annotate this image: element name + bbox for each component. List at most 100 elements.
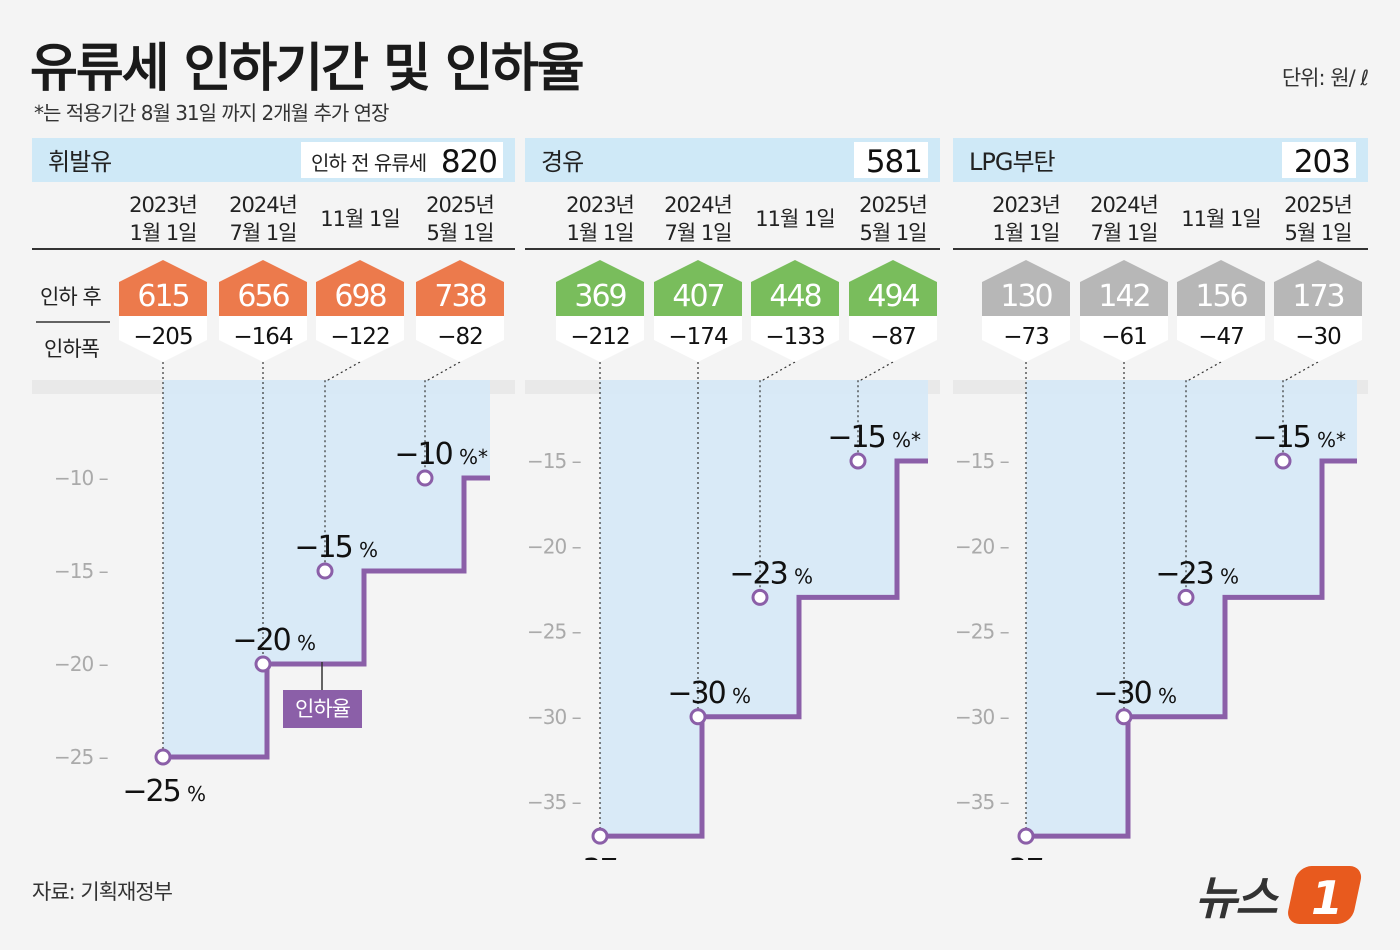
panel-2-period-date-3: 11월 1일 <box>755 207 834 231</box>
panel-2-rate-suffix-2: % <box>732 684 751 708</box>
panel-1-ytick-2: −15 – <box>54 559 109 583</box>
panel-3-rate-point-1 <box>1017 827 1035 845</box>
panel-1-rate-point-3 <box>316 562 334 580</box>
panel-1-period-date-3: 11월 1일 <box>320 207 399 231</box>
panel-1-after-tax-2: 656 <box>237 279 289 314</box>
panel-3-rate-label-3: −23 <box>1155 556 1212 591</box>
panel-2-before-tax-value: 581 <box>866 144 922 180</box>
panel-1-rate-label-2: −20 <box>232 623 290 658</box>
panel-2-rate-suffix-3: % <box>794 564 813 588</box>
panel-1-cut-4: −82 <box>437 324 483 350</box>
panel-1-after-tax-4: 738 <box>434 279 486 314</box>
panel-3-ytick-5: −35 – <box>955 790 1010 814</box>
legend-row-cut: 인하폭 <box>44 337 100 361</box>
panel-2-after-tax-2: 407 <box>672 279 723 314</box>
panel-2-hex-top-1 <box>556 260 644 316</box>
panel-2-rate-point-4 <box>849 452 867 470</box>
panel-2-ytick-3: −25 – <box>527 620 582 644</box>
panel-2-after-tax-3: 448 <box>769 279 821 314</box>
panel-3-fuel-name: LPG부탄 <box>969 148 1056 176</box>
panel-3-rate-area <box>1026 380 1357 837</box>
panel-2-period-year-2: 2024년 <box>664 193 732 217</box>
panel-1-rate-label-1: −25 <box>122 774 179 809</box>
panel-2-cut-3: −133 <box>765 324 824 350</box>
panel-2-cut-4: −87 <box>870 324 916 350</box>
panel-1-ytick-4: −25 – <box>54 745 109 769</box>
panel-3-rate-label-2: −30 <box>1093 676 1151 711</box>
panel-2-ytick-2: −20 – <box>527 534 582 558</box>
panel-1-fuel-name: 휘발유 <box>48 148 111 176</box>
panel-3-rate-point-2 <box>1115 708 1133 726</box>
panel-2-period-date-4: 5월 1일 <box>859 221 926 245</box>
logo-mark <box>1288 866 1362 924</box>
panel-1-period-date-4: 5월 1일 <box>426 221 493 245</box>
unit-label: 단위: 원/ ℓ <box>1281 66 1369 90</box>
panel-2-rate-label-4: −15 <box>827 420 884 455</box>
panel-1-period-year-1: 2023년 <box>129 193 197 217</box>
panel-1-after-tax-3: 698 <box>334 279 386 314</box>
panel-2-hex-top-3 <box>751 260 839 316</box>
panel-3-rate-suffix-3: % <box>1220 564 1239 588</box>
panel-1-period-year-4: 2025년 <box>426 193 494 217</box>
logo-text: 뉴스 <box>1195 871 1279 925</box>
panel-1-cut-2: −164 <box>233 324 293 350</box>
panel-3-after-tax-4: 173 <box>1292 279 1343 314</box>
panel-1-before-tax-label: 인하 전 유류세 <box>311 151 426 175</box>
panel-3-before-tax-box <box>1282 142 1356 178</box>
panel-1-ytick-3: −20 – <box>54 652 109 676</box>
panel-2-ytick-4: −30 – <box>527 705 582 729</box>
panel-2-ytick-5: −35 – <box>527 790 582 814</box>
panel-1-rate-point-2 <box>254 655 272 673</box>
panel-2-rate-label-1: −37 <box>559 853 616 860</box>
panel-1-rate-step-line <box>163 475 490 760</box>
panel-2-rate-point-3 <box>751 588 769 606</box>
panel-3-cut-1: −73 <box>1003 324 1049 350</box>
panel-2-leader-3 <box>759 361 796 592</box>
panel-3-rate-suffix-4: %* <box>1317 428 1346 452</box>
panel-3-rate-label-4: −15 <box>1252 420 1309 455</box>
panel-3-rate-step-line <box>1026 458 1357 839</box>
panel-1-rate-suffix-3: % <box>359 538 378 562</box>
panel-1-rate-suffix-2: % <box>297 631 316 655</box>
panel-2-ytick-1: −15 – <box>527 449 582 473</box>
panel-2-rate-point-2 <box>689 708 707 726</box>
panel-1-rate-suffix-1: % <box>187 782 206 806</box>
panel-1-cut-3: −122 <box>330 324 389 350</box>
panel-2-rate-area <box>600 380 928 837</box>
panel-1-period-year-2: 2024년 <box>229 193 297 217</box>
legend-row-after: 인하 후 <box>40 285 101 309</box>
panel-1-before-tax-value: 820 <box>441 144 497 180</box>
panel-3-period-year-1: 2023년 <box>992 193 1060 217</box>
panel-2-hex-top-4 <box>849 260 937 316</box>
panel-1-hex-top-1 <box>119 260 207 316</box>
panel-2-cut-1: −212 <box>570 324 629 350</box>
panel-3-period-date-4: 5월 1일 <box>1284 221 1351 245</box>
panel-3-cut-3: −47 <box>1198 324 1244 350</box>
panel-1-rate-point-1 <box>154 748 172 766</box>
panel-1-hex-top-2 <box>219 260 307 316</box>
panel-3-rate-point-3 <box>1177 588 1195 606</box>
panel-3-after-tax-2: 142 <box>1098 279 1149 314</box>
panel-3-period-date-1: 1월 1일 <box>992 221 1059 245</box>
subtitle-note: *는 적용기간 8월 31일 까지 2개월 추가 연장 <box>34 101 389 125</box>
panel-1-period-date-1: 1월 1일 <box>129 221 196 245</box>
panel-3-ytick-4: −30 – <box>955 705 1010 729</box>
panel-2-rate-step-line <box>600 458 928 839</box>
panel-1-after-tax-1: 615 <box>137 279 188 314</box>
panel-3-hex-top-4 <box>1274 260 1362 316</box>
panel-2-rate-suffix-4: %* <box>892 428 921 452</box>
panel-1-rate-point-4 <box>416 469 434 487</box>
panel-3-rate-point-4 <box>1274 452 1292 470</box>
panel-2-after-tax-1: 369 <box>574 279 625 314</box>
panel-1-cut-1: −205 <box>133 324 192 350</box>
panel-2-cut-2: −174 <box>668 324 728 350</box>
fuel-tax-charts: 휘발유 인하 전 유류세 820 2023년 1월 1일 2024년 7월 1일 11월 1일… <box>32 138 1368 860</box>
panel-2-rate-point-1 <box>591 827 609 845</box>
panel-1-ytick-1: −10 – <box>54 466 109 490</box>
panel-3-rate-label-1: −37 <box>985 853 1042 860</box>
legend-rate-badge: 인하율 <box>283 690 362 728</box>
panel-2-period-year-1: 2023년 <box>566 193 634 217</box>
panel-1-hex-top-3 <box>316 260 404 316</box>
panel-1-leader-4 <box>424 361 461 472</box>
panel-3-hex-top-1 <box>982 260 1070 316</box>
